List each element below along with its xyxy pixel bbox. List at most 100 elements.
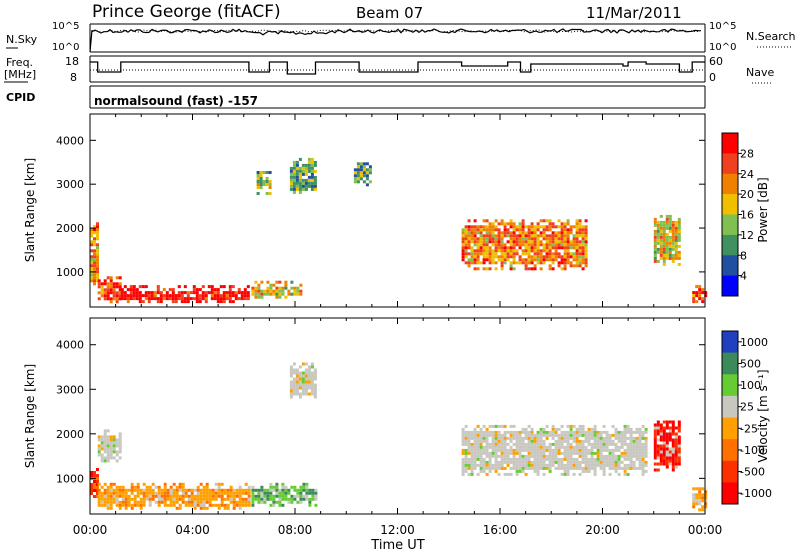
heatmap-cell <box>533 243 537 247</box>
heatmap-cell <box>668 244 672 248</box>
heatmap-cell <box>266 497 270 501</box>
heatmap-cell <box>548 255 552 259</box>
heatmap-cell <box>162 294 166 298</box>
heatmap-cell <box>677 459 681 463</box>
heatmap-cell <box>90 486 93 489</box>
heatmap-cell <box>653 220 657 224</box>
heatmap-cell <box>313 160 317 164</box>
heatmap-cell <box>578 454 582 458</box>
heatmap-cell <box>470 252 474 256</box>
heatmap-cell <box>584 466 588 470</box>
heatmap-cell <box>159 300 163 304</box>
heatmap-cell <box>698 288 702 292</box>
heatmap-cell <box>130 488 134 492</box>
heatmap-cell <box>677 453 681 457</box>
heatmap-cell <box>100 438 104 442</box>
heatmap-cell <box>470 237 474 241</box>
heatmap-cell <box>292 172 296 176</box>
heatmap-cell <box>220 500 224 504</box>
heatmap-cell <box>302 482 306 486</box>
heatmap-cell <box>144 294 148 298</box>
heatmap-cell <box>704 499 708 503</box>
heatmap-cell <box>142 494 146 498</box>
heatmap-cell <box>479 234 483 238</box>
heatmap-cell <box>593 460 597 464</box>
heatmap-cell <box>563 466 567 470</box>
heatmap-cell <box>290 485 294 489</box>
heatmap-cell <box>677 238 681 242</box>
heatmap-cell <box>533 237 537 241</box>
heatmap-cell <box>229 491 233 495</box>
heatmap-cell <box>485 448 489 452</box>
heatmap-cell <box>198 297 202 301</box>
colorbar-swatch <box>722 173 738 195</box>
heatmap-cell <box>287 289 291 293</box>
heatmap-cell <box>623 436 627 440</box>
heatmap-cell <box>229 500 233 504</box>
heatmap-cell <box>551 454 555 458</box>
heatmap-cell <box>93 261 96 265</box>
heatmap-cell <box>100 294 104 298</box>
heatmap-cell <box>153 291 157 295</box>
heatmap-cell <box>301 172 305 176</box>
heatmap-cell <box>260 289 264 293</box>
heatmap-cell <box>569 433 573 437</box>
heatmap-cell <box>304 374 308 378</box>
heatmap-cell <box>272 497 276 501</box>
heatmap-cell <box>584 237 588 241</box>
heatmap-cell <box>169 500 173 504</box>
heatmap-cell <box>467 472 471 476</box>
heatmap-cell <box>281 292 285 296</box>
heatmap-cell <box>530 231 534 235</box>
heatmap-cell <box>106 500 110 504</box>
heatmap-cell <box>617 454 621 458</box>
heatmap-cell <box>662 241 666 245</box>
heatmap-cell <box>656 238 660 242</box>
heatmap-cell <box>100 435 104 439</box>
heatmap-cell <box>228 285 232 289</box>
heatmap-cell <box>611 454 615 458</box>
heatmap-cell <box>554 439 558 443</box>
heatmap-cell <box>536 430 540 434</box>
heatmap-cell <box>298 383 302 387</box>
heatmap-cell <box>307 365 311 369</box>
heatmap-cell <box>533 448 537 452</box>
heatmap-cell <box>644 463 648 467</box>
heatmap-cell <box>521 469 525 473</box>
heatmap-cell <box>290 280 294 284</box>
heatmap-cell <box>641 457 645 461</box>
heatmap-cell <box>578 255 582 259</box>
y-tick-label: 1000 <box>56 266 84 279</box>
heatmap-cell <box>512 436 516 440</box>
heatmap-cell <box>512 255 516 259</box>
heatmap-cell <box>247 485 251 489</box>
heatmap-cell <box>572 243 576 247</box>
heatmap-cell <box>662 250 666 254</box>
colorbar-swatch <box>722 374 738 397</box>
heatmap-cell <box>180 291 184 295</box>
heatmap-cell <box>515 252 519 256</box>
heatmap-cell <box>473 237 477 241</box>
heatmap-cell <box>147 300 151 304</box>
heatmap-cell <box>304 383 308 387</box>
heatmap-cell <box>368 165 372 169</box>
heatmap-cell <box>539 234 543 238</box>
heatmap-cell <box>132 294 136 298</box>
heatmap-cell <box>635 430 639 434</box>
heatmap-cell <box>482 451 486 455</box>
heatmap-cell <box>118 500 122 504</box>
heatmap-cell <box>545 243 549 247</box>
heatmap-cell <box>503 448 507 452</box>
heatmap-cell <box>662 441 666 445</box>
heatmap-cell <box>163 488 167 492</box>
heatmap-cell <box>257 500 261 504</box>
heatmap-cell <box>557 255 561 259</box>
heatmap-cell <box>560 442 564 446</box>
heatmap-cell <box>578 252 582 256</box>
heatmap-cell <box>527 454 531 458</box>
heatmap-cell <box>551 237 555 241</box>
heatmap-cell <box>674 441 678 445</box>
heatmap-cell <box>476 258 480 262</box>
